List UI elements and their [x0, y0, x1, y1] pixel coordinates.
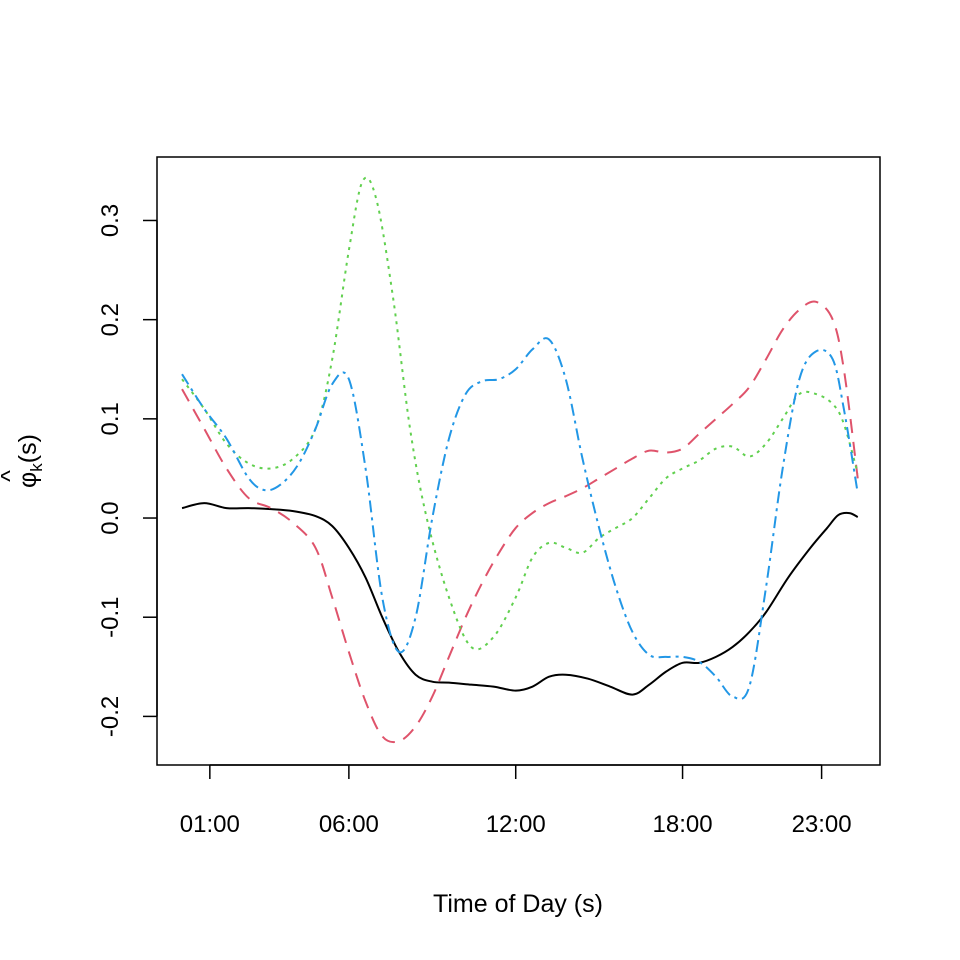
x-tick-label-3: 12:00	[486, 811, 546, 838]
y-axis-title-suffix: (s)	[14, 434, 42, 463]
series-line-4	[181, 337, 859, 701]
x-tick-label-4: 18:00	[653, 811, 713, 838]
y-axis-title: φk(s) ^	[0, 434, 46, 488]
y-tick-label-4: 0.1	[97, 402, 124, 435]
y-tick-label-6: 0.3	[97, 204, 124, 237]
y-axis-title-subscript: k	[27, 463, 46, 472]
y-axis: -0.2 -0.1 0.0 0.1 0.2 0.3	[97, 204, 158, 737]
svg-text:φk(s): φk(s)	[14, 434, 46, 488]
y-tick-label-2: -0.1	[97, 597, 124, 638]
series-line-1	[181, 502, 859, 696]
y-tick-label-5: 0.2	[97, 303, 124, 336]
x-tick-label-2: 06:00	[319, 811, 379, 838]
y-tick-label-3: 0.0	[97, 501, 124, 534]
series-layer	[181, 176, 859, 744]
x-tick-label-5: 23:00	[792, 811, 852, 838]
x-axis-title: Time of Day (s)	[433, 890, 603, 918]
series-line-3	[181, 176, 859, 651]
y-axis-title-hat: ^	[0, 470, 24, 482]
y-axis-title-symbol: φ	[14, 472, 42, 488]
x-axis: 01:00 06:00 12:00 18:00 23:00	[180, 764, 852, 838]
series-line-2	[181, 300, 859, 744]
y-tick-label-1: -0.2	[97, 696, 124, 737]
plot-box	[156, 156, 881, 766]
x-tick-label-1: 01:00	[180, 811, 240, 838]
